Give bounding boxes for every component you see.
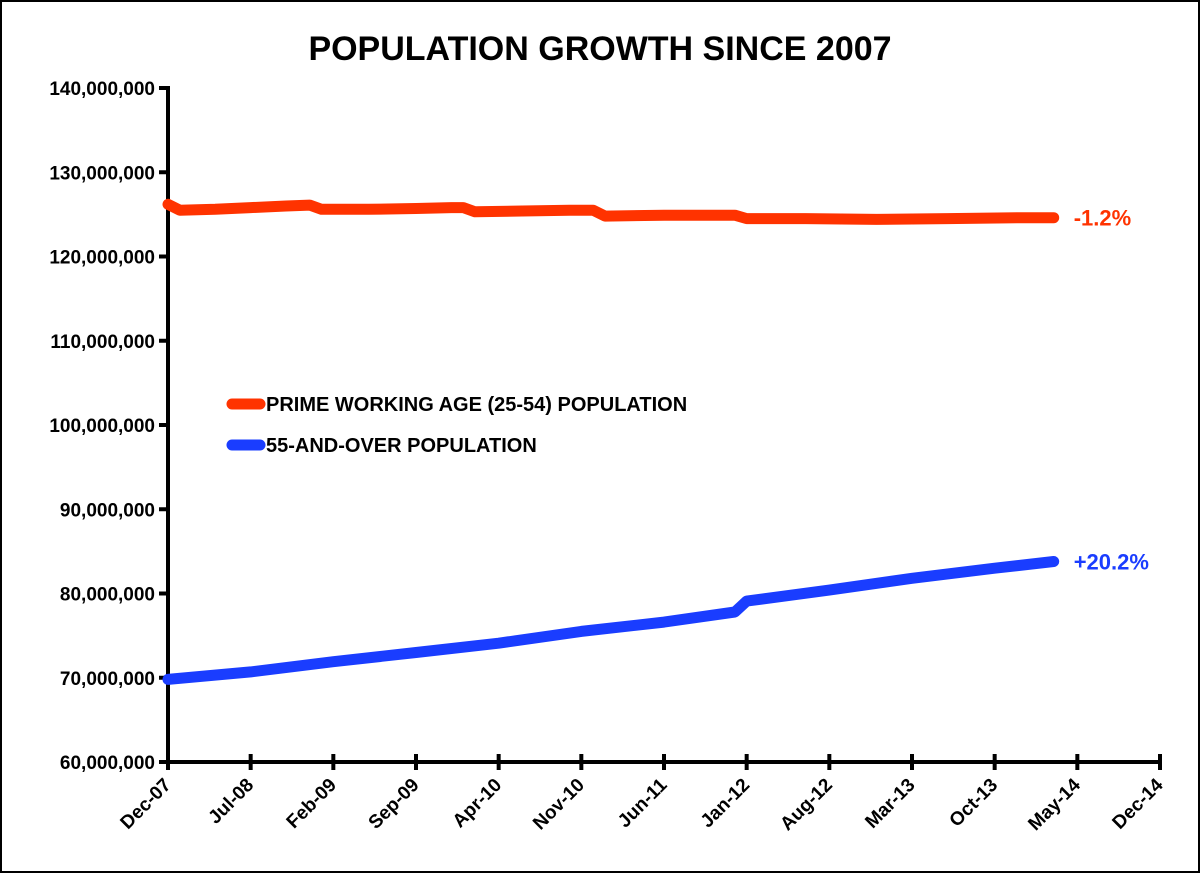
x-tick-label: Jan-12 — [697, 775, 754, 832]
y-tick-label: 120,000,000 — [49, 248, 155, 269]
x-tick-label: May-14 — [1024, 774, 1085, 835]
y-tick-label: 110,000,000 — [50, 332, 155, 353]
legend: PRIME WORKING AGE (25-54) POPULATION 55-A… — [226, 394, 687, 457]
legend-label-1: PRIME WORKING AGE (25-54) POPULATION — [266, 394, 687, 416]
x-tick-label: Jun-11 — [614, 774, 672, 832]
series-lines — [162, 198, 1060, 685]
x-tick-label: Oct-13 — [946, 775, 1003, 832]
y-tick-label: 130,000,000 — [49, 163, 155, 184]
x-tick-label: Nov-10 — [529, 775, 589, 835]
x-tick-label: Aug-12 — [776, 775, 836, 835]
y-tick-label: 100,000,000 — [49, 416, 155, 437]
x-tick-label: Jul-08 — [205, 775, 259, 829]
series-line-1 — [162, 198, 1060, 225]
chart-title: POPULATION GROWTH SINCE 2007 — [308, 30, 891, 68]
end-labels: -1.2% +20.2% — [1074, 206, 1149, 575]
x-axis: Dec-07 Jul-08 Feb-09 Sep-09 Apr-10 Nov-10 Jun-… — [117, 754, 1168, 835]
y-axis: 60,000,000 70,000,000 80,000,000 90,000,000… — [49, 79, 170, 774]
series-end-label-2: +20.2% — [1074, 549, 1149, 574]
x-tick-label: Dec-07 — [117, 775, 176, 834]
y-tick-label: 60,000,000 — [60, 753, 155, 774]
x-tick-label: Feb-09 — [283, 775, 341, 833]
y-tick-label: 140,000,000 — [49, 79, 155, 100]
series-line-2 — [162, 556, 1060, 685]
x-tick-label: Sep-09 — [365, 775, 424, 834]
x-tick-label: Apr-10 — [449, 775, 506, 832]
legend-label-2: 55-AND-OVER POPULATION — [266, 435, 537, 457]
x-tick-label: Mar-13 — [861, 775, 919, 833]
x-tick-label: Dec-14 — [1109, 774, 1168, 833]
y-tick-label: 90,000,000 — [60, 500, 155, 521]
y-tick-label: 70,000,000 — [60, 669, 155, 690]
y-tick-label: 80,000,000 — [60, 585, 155, 606]
series-end-label-1: -1.2% — [1074, 206, 1131, 231]
